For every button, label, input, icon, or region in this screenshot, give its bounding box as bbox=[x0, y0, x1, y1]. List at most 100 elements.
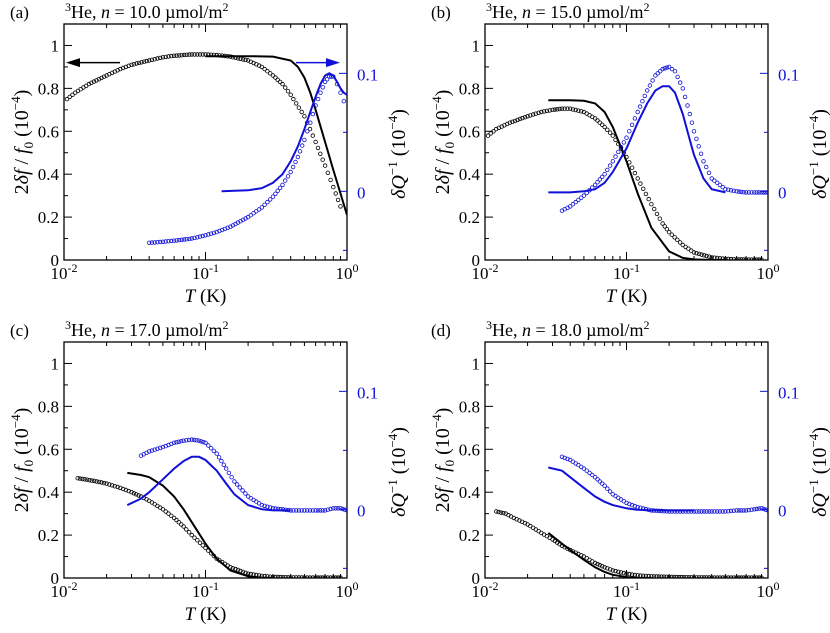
plot-area bbox=[494, 454, 768, 578]
frequency-data-point bbox=[600, 122, 605, 127]
frequency-data-point bbox=[661, 574, 667, 578]
panel-c: 10-2 10-1 100 0 0.2 0.4 0.6 0.8 1 0 0.1 (c) 3He, n =… bbox=[8, 318, 410, 625]
frequency-data-point bbox=[643, 191, 649, 197]
dissipation-data-point bbox=[186, 437, 192, 443]
frequency-data-point bbox=[169, 53, 174, 59]
y-tick-label: 1 bbox=[51, 36, 60, 55]
dissipation-data-point bbox=[270, 194, 276, 199]
frequency-data-point bbox=[338, 575, 343, 578]
dissipation-data-point bbox=[333, 506, 338, 511]
dissipation-data-point bbox=[565, 456, 570, 462]
dissipation-data-point bbox=[226, 470, 232, 476]
dissipation-data-point bbox=[237, 485, 243, 490]
frequency-data-point bbox=[491, 129, 496, 134]
dissipation-data-point bbox=[605, 167, 610, 173]
frequency-data-point bbox=[579, 109, 584, 114]
frequency-data-point bbox=[749, 257, 754, 260]
dissipation-data-point bbox=[344, 508, 347, 513]
dissipation-data-point bbox=[624, 135, 629, 140]
frequency-data-point bbox=[565, 106, 570, 111]
x-tick-label: 10-2 bbox=[51, 579, 78, 601]
frequency-data-point bbox=[624, 571, 629, 576]
dissipation-data-point bbox=[680, 86, 685, 91]
frequency-data-point bbox=[741, 575, 746, 578]
frequency-data-point bbox=[87, 478, 92, 483]
frequency-data-point bbox=[664, 226, 670, 232]
dissipation-data-point bbox=[707, 509, 712, 514]
dissipation-data-point bbox=[743, 190, 749, 195]
frequency-data-point bbox=[734, 257, 739, 260]
frequency-data-point bbox=[712, 575, 717, 578]
dissipation-data-point bbox=[243, 491, 248, 496]
dissipation-data-point bbox=[687, 111, 692, 117]
y-tick-label: 0.6 bbox=[38, 440, 59, 459]
dissipation-data-point bbox=[302, 137, 307, 143]
x-axis-label: T (K) bbox=[185, 286, 227, 307]
dissipation-data-point bbox=[206, 232, 211, 237]
frequency-data-point bbox=[291, 96, 296, 102]
dissipation-data-point bbox=[184, 438, 189, 443]
frequency-data-point bbox=[496, 509, 501, 515]
frequency-data-point bbox=[699, 252, 704, 257]
dissipation-data-point bbox=[201, 439, 206, 445]
panel-label: (b) bbox=[431, 3, 451, 22]
dissipation-data-point bbox=[736, 508, 742, 513]
frequency-data-point bbox=[752, 575, 757, 578]
right-axis-label: δQ−1 (10−4) bbox=[385, 109, 410, 199]
frequency-data-point bbox=[163, 54, 168, 60]
frequency-data-point bbox=[275, 574, 281, 578]
dissipation-data-point bbox=[219, 458, 224, 464]
dissipation-data-point bbox=[726, 187, 731, 192]
dissipation-data-point bbox=[706, 170, 712, 175]
dissipation-data-point bbox=[294, 508, 299, 513]
frequency-data-point bbox=[749, 575, 754, 578]
frequency-data-point bbox=[89, 80, 94, 85]
frequency-data-point bbox=[333, 191, 338, 196]
frequency-data-point bbox=[134, 61, 139, 66]
frequency-data-point bbox=[759, 575, 764, 578]
dissipation-data-point bbox=[717, 182, 723, 188]
frequency-data-point bbox=[265, 68, 270, 74]
dissipation-data-point bbox=[203, 233, 208, 238]
dissipation-data-point bbox=[310, 111, 316, 117]
frequency-data-point bbox=[155, 56, 160, 61]
frequency-data-point bbox=[149, 57, 155, 62]
frequency-data-point bbox=[315, 145, 321, 151]
frequency-data-point bbox=[169, 513, 174, 518]
frequency-data-point bbox=[656, 574, 662, 578]
dissipation-data-point bbox=[265, 504, 270, 509]
dissipation-data-point bbox=[331, 506, 336, 511]
dissipation-data-point bbox=[338, 90, 343, 95]
dissipation-data-point bbox=[726, 509, 731, 514]
frequency-data-point bbox=[559, 106, 565, 111]
dissipation-data-point bbox=[225, 225, 230, 230]
dissipation-data-point bbox=[149, 448, 155, 453]
dissipation-data-point bbox=[181, 237, 187, 242]
frequency-data-point bbox=[550, 107, 555, 112]
y-tick-label: 0.4 bbox=[459, 165, 481, 184]
dissipation-data-point bbox=[712, 509, 717, 514]
frequency-data-point bbox=[547, 108, 552, 113]
x-axis-label: T (K) bbox=[185, 604, 227, 625]
panel-a: 10-2 10-1 100 0 0.2 0.4 0.6 0.8 1 0 0.1 (a) 3He, n =… bbox=[8, 0, 410, 307]
frequency-data-point bbox=[99, 480, 104, 485]
frequency-data-point bbox=[302, 114, 307, 119]
frequency-data-point bbox=[189, 52, 194, 57]
frequency-data-point bbox=[651, 574, 657, 578]
frequency-data-point bbox=[525, 114, 530, 119]
dissipation-data-point bbox=[763, 507, 768, 512]
dissipation-data-point bbox=[223, 466, 229, 471]
x-tick-label: 100 bbox=[336, 261, 359, 283]
frequency-data-point bbox=[268, 71, 273, 76]
dissipation-data-point bbox=[602, 171, 607, 177]
x-tick-label: 100 bbox=[757, 261, 780, 283]
frequency-data-point bbox=[743, 575, 749, 578]
frequency-data-point bbox=[302, 575, 307, 578]
frequency-data-point bbox=[181, 524, 186, 529]
dissipation-data-point bbox=[712, 178, 717, 183]
dissipation-fit-line bbox=[548, 85, 726, 194]
dissipation-fit-line bbox=[221, 72, 347, 193]
dissipation-data-point bbox=[179, 237, 184, 242]
frequency-data-point bbox=[315, 575, 321, 578]
dissipation-data-point bbox=[234, 482, 240, 487]
